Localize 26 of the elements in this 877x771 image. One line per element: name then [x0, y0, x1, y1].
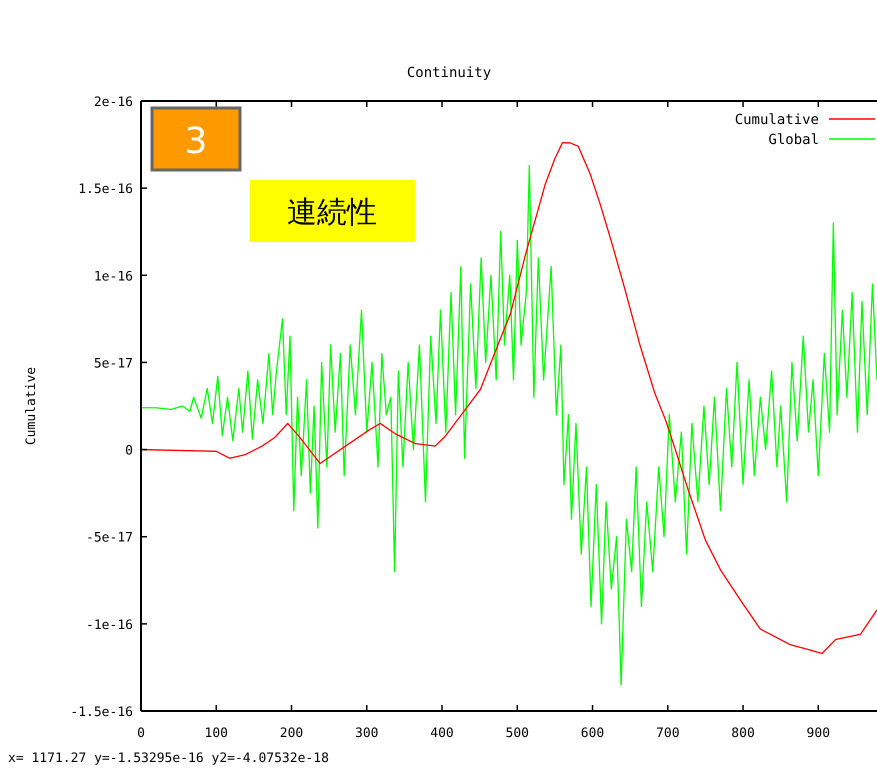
chart-title: Continuity: [406, 65, 492, 81]
y-tick-label: 5e-17: [94, 356, 133, 372]
x-tick-label: 200: [280, 726, 304, 741]
y-tick-label: -1e-16: [86, 618, 133, 633]
y-tick-label: -1.5e-16: [70, 705, 133, 720]
legend-label: Cumulative: [734, 112, 819, 128]
y-tick-label: -5e-17: [86, 530, 133, 546]
text: x= 1171.27 y=-1.53295e-16 y2=-4.07532e-18: [8, 751, 329, 766]
x-tick-label: 0: [137, 726, 145, 741]
annotation: 連続性: [287, 195, 377, 230]
y-tick-label: 1.5e-16: [78, 182, 133, 198]
x-tick-label: 800: [731, 726, 755, 741]
legend-label: Global: [768, 132, 819, 148]
x-tick-label: 700: [656, 726, 680, 741]
y-tick-label: 2e-16: [94, 95, 133, 110]
x-tick-label: 500: [506, 726, 530, 741]
x-tick-label: 600: [580, 726, 604, 741]
y-axis-title: Cumulative: [24, 366, 39, 446]
y-tick-label: 0: [125, 444, 133, 459]
annotation: 3: [184, 121, 208, 162]
y-tick-label: 1e-16: [94, 269, 133, 284]
x-tick-label: 300: [355, 726, 379, 741]
x-tick-label: 100: [204, 726, 228, 741]
x-tick-label: 400: [430, 726, 454, 741]
badge: 3: [150, 106, 242, 172]
x-tick-label: 900: [806, 726, 830, 741]
